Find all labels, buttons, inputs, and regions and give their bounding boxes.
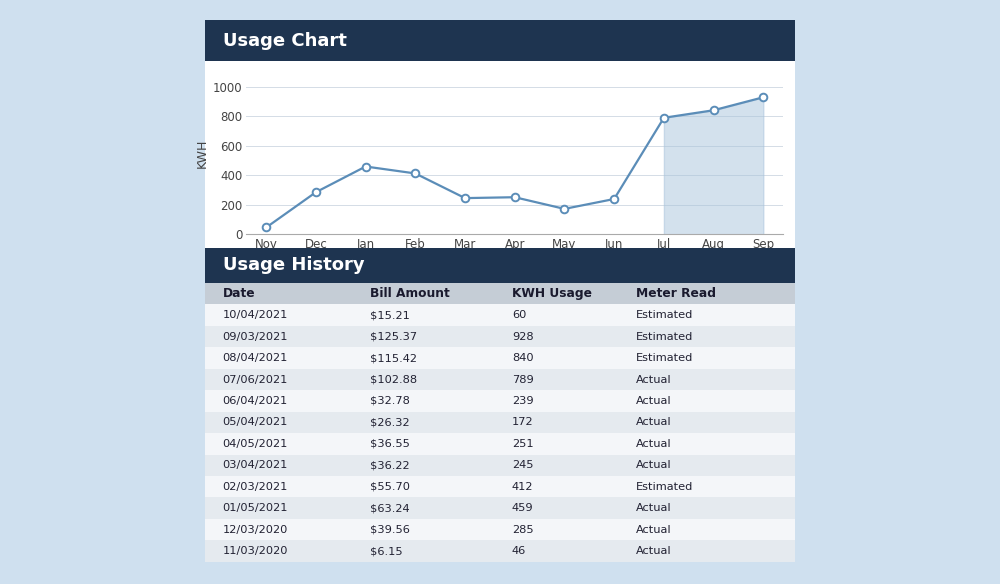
Text: Estimated: Estimated: [636, 332, 693, 342]
Text: 46: 46: [512, 546, 526, 556]
Text: 60: 60: [512, 310, 526, 320]
FancyBboxPatch shape: [205, 347, 795, 369]
FancyBboxPatch shape: [205, 248, 795, 283]
Text: 10/04/2021: 10/04/2021: [223, 310, 288, 320]
Text: $39.56: $39.56: [370, 524, 410, 534]
Text: 789: 789: [512, 374, 534, 384]
FancyBboxPatch shape: [199, 15, 801, 567]
Text: 08/04/2021: 08/04/2021: [223, 353, 288, 363]
Text: Actual: Actual: [636, 396, 671, 406]
FancyBboxPatch shape: [205, 540, 795, 562]
Text: Actual: Actual: [636, 439, 671, 449]
Text: Estimated: Estimated: [636, 482, 693, 492]
Text: 03/04/2021: 03/04/2021: [223, 460, 288, 470]
Text: Actual: Actual: [636, 418, 671, 427]
Text: Actual: Actual: [636, 524, 671, 534]
Text: $15.21: $15.21: [370, 310, 410, 320]
Text: $26.32: $26.32: [370, 418, 410, 427]
Text: $102.88: $102.88: [370, 374, 417, 384]
Text: Bill Amount: Bill Amount: [370, 287, 450, 300]
Text: $115.42: $115.42: [370, 353, 417, 363]
Text: Estimated: Estimated: [636, 353, 693, 363]
Text: 928: 928: [512, 332, 533, 342]
Text: 239: 239: [512, 396, 533, 406]
Text: 412: 412: [512, 482, 533, 492]
Text: Actual: Actual: [636, 374, 671, 384]
FancyBboxPatch shape: [205, 390, 795, 412]
Text: Usage Chart: Usage Chart: [223, 32, 347, 50]
Text: 11/03/2020: 11/03/2020: [223, 546, 288, 556]
Text: $36.22: $36.22: [370, 460, 410, 470]
Text: 07/06/2021: 07/06/2021: [223, 374, 288, 384]
FancyBboxPatch shape: [205, 476, 795, 498]
FancyBboxPatch shape: [205, 519, 795, 540]
FancyBboxPatch shape: [205, 498, 795, 519]
Text: $32.78: $32.78: [370, 396, 410, 406]
Text: 459: 459: [512, 503, 533, 513]
Text: Actual: Actual: [636, 546, 671, 556]
Text: 285: 285: [512, 524, 533, 534]
Text: Actual: Actual: [636, 460, 671, 470]
FancyBboxPatch shape: [205, 283, 795, 304]
Text: 05/04/2021: 05/04/2021: [223, 418, 288, 427]
FancyBboxPatch shape: [205, 20, 795, 61]
Text: 01/05/2021: 01/05/2021: [223, 503, 288, 513]
Y-axis label: KWH: KWH: [195, 138, 208, 168]
FancyBboxPatch shape: [205, 454, 795, 476]
Text: 251: 251: [512, 439, 533, 449]
FancyBboxPatch shape: [205, 433, 795, 454]
FancyBboxPatch shape: [205, 326, 795, 347]
FancyBboxPatch shape: [205, 412, 795, 433]
Text: $55.70: $55.70: [370, 482, 410, 492]
Text: $6.15: $6.15: [370, 546, 403, 556]
Text: 04/05/2021: 04/05/2021: [223, 439, 288, 449]
Text: Actual: Actual: [636, 503, 671, 513]
Text: Usage History: Usage History: [223, 256, 364, 274]
Text: $125.37: $125.37: [370, 332, 417, 342]
Text: $63.24: $63.24: [370, 503, 410, 513]
Text: 02/03/2021: 02/03/2021: [223, 482, 288, 492]
Text: Date: Date: [223, 287, 255, 300]
Text: 245: 245: [512, 460, 533, 470]
FancyBboxPatch shape: [205, 369, 795, 390]
Text: 12/03/2020: 12/03/2020: [223, 524, 288, 534]
Text: KWH Usage: KWH Usage: [512, 287, 592, 300]
Text: 840: 840: [512, 353, 533, 363]
Text: 172: 172: [512, 418, 533, 427]
Text: Estimated: Estimated: [636, 310, 693, 320]
FancyBboxPatch shape: [205, 304, 795, 326]
Text: Meter Read: Meter Read: [636, 287, 716, 300]
Text: $36.55: $36.55: [370, 439, 410, 449]
Text: 06/04/2021: 06/04/2021: [223, 396, 288, 406]
Text: 09/03/2021: 09/03/2021: [223, 332, 288, 342]
